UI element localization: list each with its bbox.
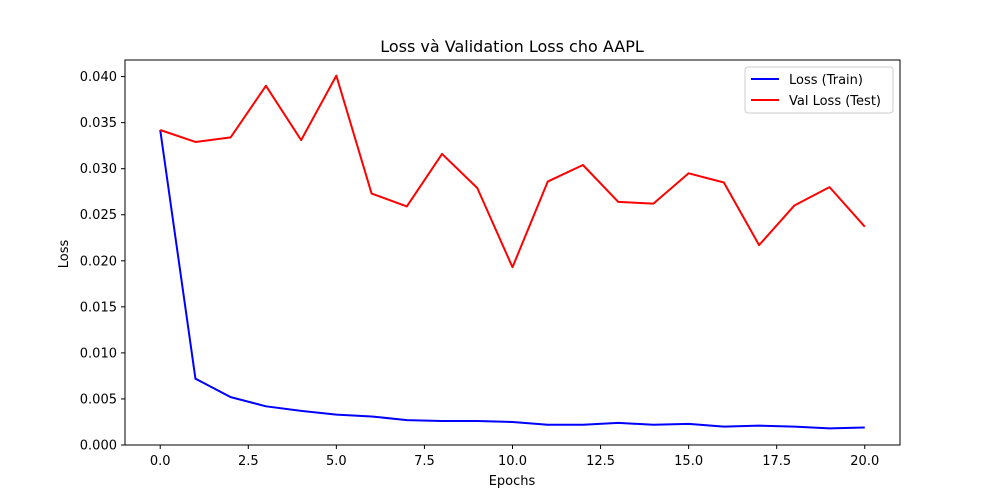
y-axis-label: Loss <box>57 240 72 269</box>
x-tick-label: 10.0 <box>498 454 527 469</box>
x-axis: 0.0 2.5 5.0 7.5 10.0 12.5 15.0 17.5 20.0 <box>150 445 879 469</box>
x-tick-label: 17.5 <box>762 454 791 469</box>
y-tick-label: 0.005 <box>80 392 117 407</box>
legend-label: Loss (Train) <box>789 73 863 88</box>
y-tick-label: 0.020 <box>80 254 117 269</box>
plot-frame <box>124 59 901 446</box>
legend-label: Val Loss (Test) <box>789 94 881 109</box>
x-tick-label: 2.5 <box>238 454 259 469</box>
x-tick-label: 5.0 <box>326 454 347 469</box>
legend: Loss (Train) Val Loss (Test) <box>744 66 894 114</box>
chart-title: Loss và Validation Loss cho AAPL <box>380 37 644 56</box>
y-axis: 0.000 0.005 0.010 0.015 0.020 0.025 0.030 0.035… <box>80 70 125 454</box>
series-line-val-loss <box>159 74 866 269</box>
y-tick-label: 0.025 <box>80 208 117 223</box>
x-tick-label: 12.5 <box>586 454 615 469</box>
y-tick-label: 0.035 <box>80 116 117 131</box>
y-tick-label: 0.030 <box>80 162 117 177</box>
y-tick-label: 0.010 <box>80 346 117 361</box>
y-tick-label: 0.040 <box>80 70 117 85</box>
series-line-train-loss <box>159 129 865 430</box>
x-tick-label: 20.0 <box>850 454 879 469</box>
series-layer <box>159 74 866 430</box>
legend-box <box>744 66 894 114</box>
y-tick-label: 0.000 <box>80 439 117 454</box>
x-tick-label: 7.5 <box>414 454 435 469</box>
x-tick-label: 15.0 <box>674 454 703 469</box>
x-axis-label: Epochs <box>489 474 536 489</box>
y-tick-label: 0.015 <box>80 300 117 315</box>
x-tick-label: 0.0 <box>150 454 171 469</box>
